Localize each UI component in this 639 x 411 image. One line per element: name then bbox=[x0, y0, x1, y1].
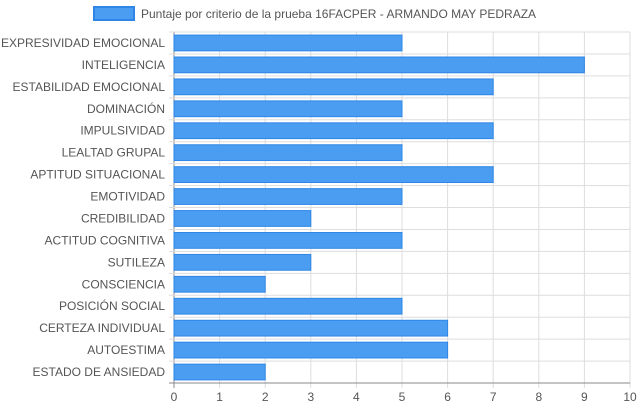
bar[interactable] bbox=[173, 100, 403, 118]
bar[interactable] bbox=[173, 297, 403, 315]
bar[interactable] bbox=[173, 34, 403, 52]
y-tick-label: LEALTAD GRUPAL bbox=[62, 146, 166, 160]
y-tick-label: INTELIGENCIA bbox=[82, 58, 165, 72]
legend-label: Puntaje por criterio de la prueba 16FACP… bbox=[141, 7, 536, 21]
x-tick-label: 4 bbox=[353, 390, 360, 404]
x-axis-labels: 0 1 2 3 4 5 6 7 8 9 10 bbox=[171, 390, 637, 404]
y-tick-label: ACTITUD COGNITIVA bbox=[45, 233, 165, 247]
bar[interactable] bbox=[173, 275, 266, 293]
bars bbox=[173, 34, 585, 381]
y-tick-label: AUTOESTIMA bbox=[87, 343, 165, 357]
y-tick-label: SUTILEZA bbox=[108, 255, 165, 269]
y-tick-label: EXPRESIVIDAD EMOCIONAL bbox=[1, 36, 165, 50]
y-tick-label: CONSCIENCIA bbox=[82, 277, 165, 291]
x-tick-label: 2 bbox=[262, 390, 269, 404]
bar[interactable] bbox=[173, 319, 449, 337]
y-tick-label: DOMINACIÓN bbox=[87, 101, 165, 116]
bar[interactable] bbox=[173, 188, 403, 205]
legend[interactable]: Puntaje por criterio de la prueba 16FACP… bbox=[93, 6, 536, 21]
y-tick-label: CREDIBILIDAD bbox=[81, 211, 165, 225]
y-axis-labels: EXPRESIVIDAD EMOCIONAL INTELIGENCIA ESTABI… bbox=[1, 36, 165, 379]
x-tick-label: 6 bbox=[444, 390, 451, 404]
y-tick-label: EMOTIVIDAD bbox=[90, 190, 165, 204]
bar[interactable] bbox=[173, 363, 266, 381]
y-tick-label: CERTEZA INDIVIDUAL bbox=[39, 321, 165, 335]
x-tick-label: 5 bbox=[399, 390, 406, 404]
x-tick-label: 1 bbox=[216, 390, 223, 404]
y-tick-label: POSICIÓN SOCIAL bbox=[59, 298, 165, 313]
bar[interactable] bbox=[173, 122, 494, 140]
bar[interactable] bbox=[173, 210, 312, 227]
bar[interactable] bbox=[173, 166, 494, 183]
x-tick-label: 8 bbox=[535, 390, 542, 404]
x-tick-label: 10 bbox=[623, 390, 637, 404]
bar[interactable] bbox=[173, 56, 585, 74]
bar[interactable] bbox=[173, 253, 312, 271]
x-tick-label: 0 bbox=[171, 390, 178, 404]
bar[interactable] bbox=[173, 232, 403, 249]
y-tick-label: ESTADO DE ANSIEDAD bbox=[33, 365, 166, 379]
x-tick-label: 3 bbox=[307, 390, 314, 404]
x-tick-label: 7 bbox=[490, 390, 497, 404]
y-tick-label: IMPULSIVIDAD bbox=[80, 124, 165, 138]
x-tick-label: 9 bbox=[581, 390, 588, 404]
y-tick-label: ESTABILIDAD EMOCIONAL bbox=[13, 80, 166, 94]
y-tick-label: APTITUD SITUACIONAL bbox=[30, 168, 165, 182]
legend-swatch bbox=[93, 6, 135, 21]
bar[interactable] bbox=[173, 341, 449, 359]
bar[interactable] bbox=[173, 144, 403, 162]
bar[interactable] bbox=[173, 78, 494, 96]
